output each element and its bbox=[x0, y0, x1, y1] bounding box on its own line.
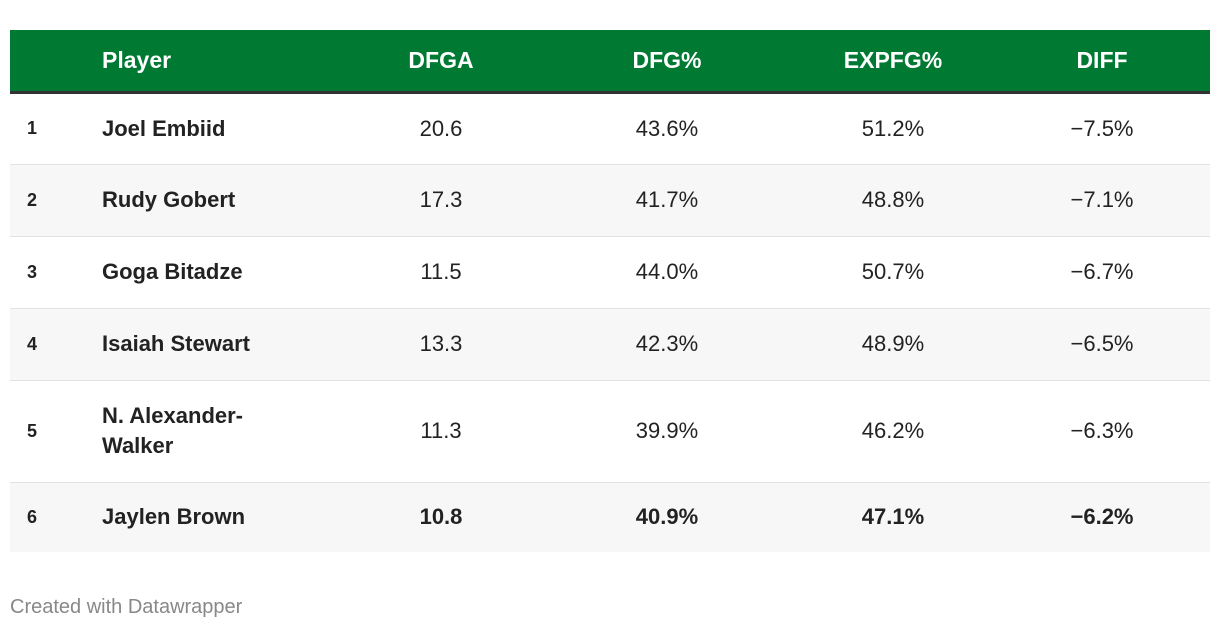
table-row: 3 Goga Bitadze 11.5 44.0% 50.7% −6.7% bbox=[10, 236, 1210, 308]
datawrapper-credit[interactable]: Created with Datawrapper bbox=[10, 596, 243, 618]
player-name: Joel Embiid bbox=[102, 115, 226, 141]
dfga-cell: 13.3 bbox=[419, 331, 463, 356]
expfg-pct-cell: 46.2% bbox=[861, 418, 925, 443]
expfg-pct-cell: 47.1% bbox=[861, 504, 925, 530]
diff-cell: −7.1% bbox=[1070, 187, 1134, 212]
player-cell: Rudy Gobert bbox=[102, 164, 340, 236]
column-header-rank[interactable] bbox=[10, 30, 102, 94]
column-header-dfg-pct[interactable]: DFG% bbox=[542, 30, 792, 94]
expfg-pct-cell: 50.7% bbox=[861, 259, 925, 284]
player-name: Isaiah Stewart bbox=[102, 331, 250, 356]
diff-cell: −6.3% bbox=[1070, 418, 1134, 443]
rank-cell: 2 bbox=[27, 189, 38, 210]
player-name: Goga Bitadze bbox=[102, 259, 243, 284]
stats-table-container: Player DFGA DFG% EXPFG% DIFF 1 Joel Embi… bbox=[10, 30, 1210, 552]
column-header-player[interactable]: Player bbox=[102, 30, 340, 94]
column-header-diff[interactable]: DIFF bbox=[994, 30, 1210, 94]
column-header-expfg-pct[interactable]: EXPFG% bbox=[792, 30, 994, 94]
expfg-pct-cell: 51.2% bbox=[861, 115, 925, 141]
table-row: 2 Rudy Gobert 17.3 41.7% 48.8% −7.1% bbox=[10, 164, 1210, 236]
table-row: 6 Jaylen Brown 10.8 40.9% 47.1% −6.2% bbox=[10, 482, 1210, 552]
rank-cell: 4 bbox=[27, 333, 38, 354]
dfga-cell: 10.8 bbox=[419, 504, 463, 530]
diff-cell: −7.5% bbox=[1070, 115, 1134, 141]
dfga-cell: 11.3 bbox=[420, 418, 462, 443]
rank-cell: 1 bbox=[27, 118, 38, 138]
table-row: 4 Isaiah Stewart 13.3 42.3% 48.9% −6.5% bbox=[10, 308, 1210, 380]
dfg-pct-cell: 44.0% bbox=[635, 259, 699, 284]
dfg-pct-cell: 43.6% bbox=[635, 115, 699, 141]
rank-cell: 3 bbox=[27, 261, 38, 282]
table-row: 5 N. Alexander-Walker 11.3 39.9% 46.2% −… bbox=[10, 380, 1210, 482]
player-name: Jaylen Brown bbox=[102, 504, 246, 530]
rank-cell: 5 bbox=[27, 420, 38, 441]
dfg-pct-cell: 40.9% bbox=[635, 504, 699, 530]
rank-cell: 6 bbox=[27, 506, 38, 527]
expfg-pct-cell: 48.8% bbox=[861, 187, 925, 212]
table-header-row: Player DFGA DFG% EXPFG% DIFF bbox=[10, 30, 1210, 94]
diff-cell: −6.7% bbox=[1070, 259, 1134, 284]
dfga-cell: 20.6 bbox=[419, 115, 463, 141]
expfg-pct-cell: 48.9% bbox=[861, 331, 925, 356]
player-cell: Jaylen Brown bbox=[102, 482, 340, 552]
dfg-pct-cell: 39.9% bbox=[635, 418, 699, 443]
table-row: 1 Joel Embiid 20.6 43.6% 51.2% −7.5% bbox=[10, 92, 1210, 164]
player-name: N. Alexander-Walker bbox=[102, 403, 244, 458]
dfga-cell: 17.3 bbox=[419, 187, 463, 212]
player-cell: Isaiah Stewart bbox=[102, 308, 340, 380]
column-header-dfga[interactable]: DFGA bbox=[340, 30, 542, 94]
player-cell: Joel Embiid bbox=[102, 92, 340, 164]
player-name: Rudy Gobert bbox=[102, 187, 236, 212]
dfg-pct-cell: 42.3% bbox=[635, 331, 699, 356]
player-cell: N. Alexander-Walker bbox=[102, 380, 340, 482]
diff-cell: −6.5% bbox=[1070, 331, 1134, 356]
dfga-cell: 11.5 bbox=[420, 259, 462, 284]
player-cell: Goga Bitadze bbox=[102, 236, 340, 308]
diff-cell: −6.2% bbox=[1070, 504, 1134, 530]
dfg-pct-cell: 41.7% bbox=[635, 187, 699, 212]
stats-table: Player DFGA DFG% EXPFG% DIFF 1 Joel Embi… bbox=[10, 30, 1210, 552]
